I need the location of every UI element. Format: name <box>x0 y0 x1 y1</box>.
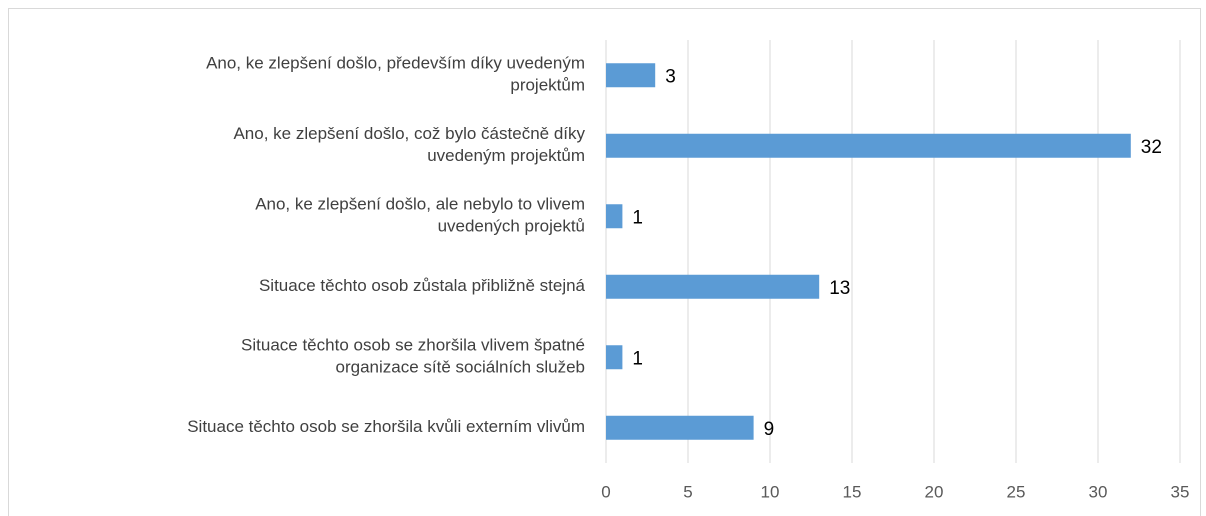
x-tick-label: 25 <box>1007 482 1026 501</box>
category-label: uvedených projektů <box>438 217 585 236</box>
value-label: 1 <box>632 207 643 228</box>
chart-frame <box>8 8 1201 516</box>
value-label: 9 <box>764 419 775 440</box>
category-label: Situace těchto osob se zhoršila vlivem š… <box>241 336 585 355</box>
category-label: Situace těchto osob zůstala přibližně st… <box>259 276 586 295</box>
bar <box>606 345 623 370</box>
category-label: Ano, ke zlepšení došlo, což bylo částečn… <box>233 124 585 143</box>
x-tick-label: 0 <box>601 482 610 501</box>
value-label: 32 <box>1141 137 1162 158</box>
bar <box>606 274 820 299</box>
bar <box>606 63 656 88</box>
category-label: Situace těchto osob se zhoršila kvůli ex… <box>187 417 585 436</box>
category-label: organizace sítě sociálních služeb <box>336 358 585 377</box>
x-tick-label: 10 <box>761 482 780 501</box>
category-label: projektům <box>510 76 585 95</box>
x-tick-label: 15 <box>843 482 862 501</box>
category-label: Ano, ke zlepšení došlo, ale nebylo to vl… <box>255 195 585 214</box>
category-label: Ano, ke zlepšení došlo, především díky u… <box>206 54 585 73</box>
value-label: 13 <box>829 278 850 299</box>
x-tick-label: 35 <box>1171 482 1190 501</box>
category-label: uvedeným projektům <box>427 146 585 165</box>
x-tick-label: 20 <box>925 482 944 501</box>
bar <box>606 204 623 229</box>
bar <box>606 415 754 440</box>
x-tick-label: 5 <box>683 482 692 501</box>
x-tick-label: 30 <box>1089 482 1108 501</box>
value-label: 1 <box>632 348 643 369</box>
bar <box>606 133 1131 158</box>
value-label: 3 <box>665 66 676 87</box>
